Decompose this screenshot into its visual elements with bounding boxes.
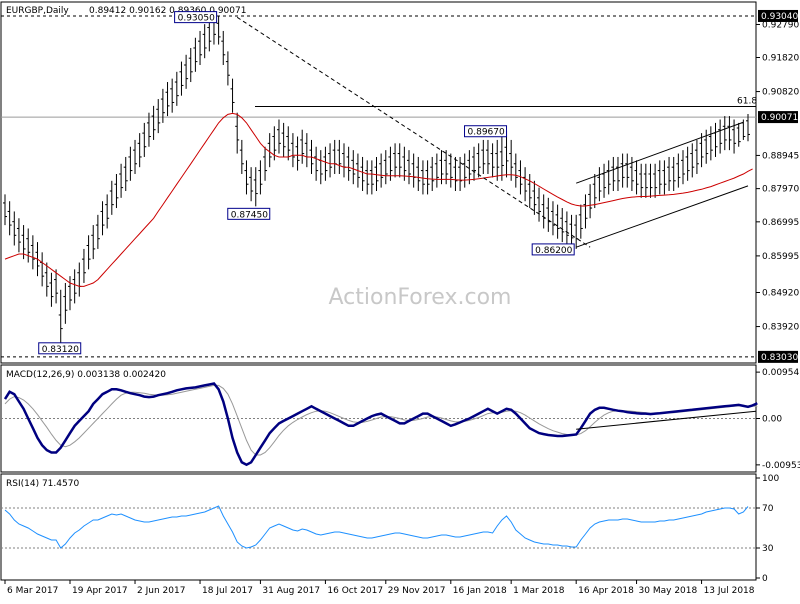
time-axis-label: 18 Jul 2017	[202, 586, 253, 596]
watermark: ActionForex.com	[329, 285, 512, 310]
macd-layer	[1, 382, 758, 467]
time-axis-label: 16 Oct 2017	[327, 586, 383, 596]
time-axis-label: 29 Nov 2017	[388, 586, 446, 596]
rsi-panel	[0, 473, 757, 581]
rsi-layer	[1, 505, 756, 549]
price-axis-label: 0.87970	[762, 185, 799, 195]
annotation-label-1: 0.87450	[231, 210, 268, 220]
macd-main-line	[3, 382, 758, 467]
price-highlight-label: 0.83030	[761, 353, 798, 363]
annotation-box-0	[174, 11, 218, 24]
price-axis-label: 0.84920	[762, 289, 799, 299]
downtrend-line	[236, 16, 591, 248]
fib-618-label: 61.8	[737, 97, 757, 107]
axis-layer: 0.92790 0.91820 0.90820 0.88945 0.87970 0.869…	[4, 9, 800, 596]
annotation-box-1	[227, 207, 271, 220]
price-axis-label: 0.85995	[762, 252, 799, 262]
channel-lower-line	[576, 185, 749, 248]
macd-axis-label: 0.00	[762, 415, 782, 425]
symbol-header: EURGBP,Daily	[6, 6, 69, 16]
rsi-axis-label: 30	[762, 544, 774, 554]
rsi-axis-label: 0	[762, 574, 768, 584]
price-highlight-label: 0.90071	[761, 113, 798, 123]
time-axis-label: 16 Jan 2018	[453, 586, 507, 596]
annotation-label-2: 0.89670	[468, 128, 505, 138]
annotation-box-4	[38, 342, 82, 355]
price-highlight-box	[758, 9, 798, 22]
annotation-label-4: 0.83120	[42, 345, 79, 355]
time-axis-label: 1 Mar 2018	[513, 586, 565, 596]
price-panel	[0, 1, 757, 364]
macd-trendline	[576, 410, 757, 430]
annotation-label-3: 0.86200	[535, 246, 572, 256]
price-highlight-box	[758, 111, 798, 124]
annotation-box-3	[531, 243, 575, 256]
macd-axis-label: 0.00954	[762, 368, 799, 378]
price-axis-label: 0.86995	[762, 218, 799, 228]
channel-upper-line	[576, 121, 744, 184]
macd-title: MACD(12,26,9) 0.003138 0.002420	[6, 370, 166, 380]
price-axis-label: 0.88945	[762, 151, 799, 161]
time-axis-label: 19 Apr 2017	[72, 586, 128, 596]
price-axis-label: 0.90820	[762, 88, 799, 98]
time-axis-label: 16 Apr 2018	[578, 586, 634, 596]
time-axis-label: 6 Mar 2017	[7, 586, 58, 596]
price-axis-label: 0.83920	[762, 323, 799, 333]
macd-axis-label: -0.009538	[762, 461, 800, 471]
ohlc-header: 0.89412 0.90162 0.89360 0.90071	[89, 6, 246, 16]
time-axis-label: 31 Aug 2017	[262, 586, 320, 596]
rsi-title: RSI(14) 71.4570	[6, 479, 79, 489]
rsi-line	[4, 505, 749, 549]
time-axis-label: 13 Jul 2018	[704, 586, 755, 596]
moving-average-line	[4, 112, 753, 287]
price-axis-label: 0.92790	[762, 20, 799, 30]
price-axis-label: 0.91820	[762, 54, 799, 64]
annotation-label-0: 0.93050	[178, 14, 215, 24]
time-axis-label: 2 Jun 2017	[137, 586, 185, 596]
rsi-axis-label: 70	[762, 504, 774, 514]
price-highlight-box	[758, 350, 798, 363]
rsi-axis-label: 100	[762, 474, 779, 484]
price-highlight-label: 0.93040	[761, 12, 798, 22]
price-layer: 61.8 0.93050 0.87450 0.89670 0.86200 0.83120	[1, 10, 757, 358]
annotation-box-2	[464, 125, 508, 138]
time-axis-label: 30 May 2018	[639, 586, 698, 596]
